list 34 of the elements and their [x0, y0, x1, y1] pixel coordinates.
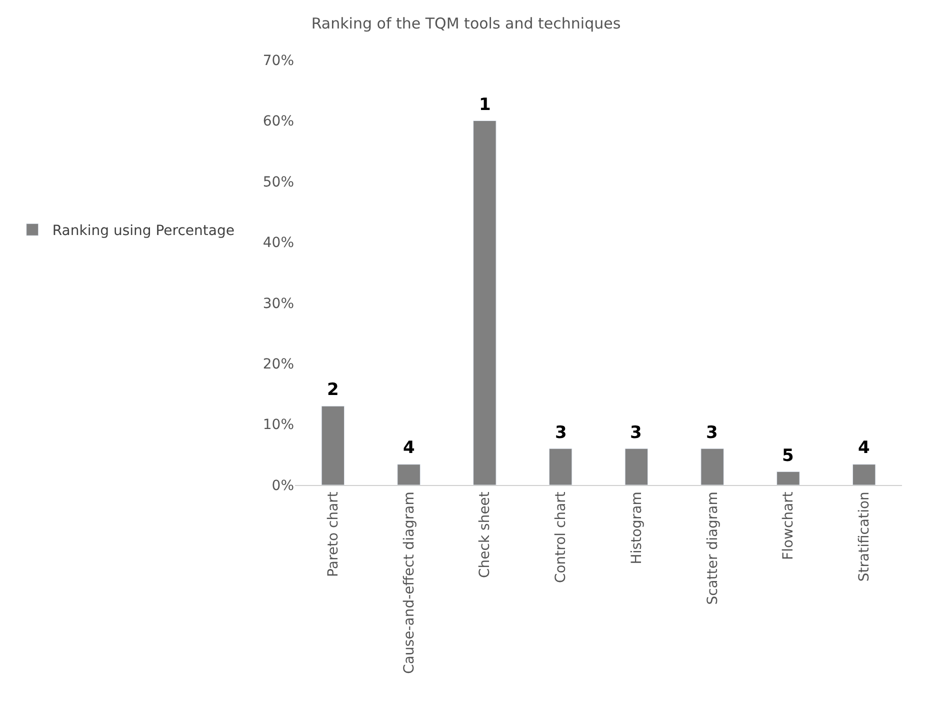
chart-title: Ranking of the TQM tools and techniques [311, 14, 621, 32]
bar [321, 406, 345, 485]
x-tick-label: Scatter diagram [704, 492, 721, 605]
legend-label: Ranking using Percentage [52, 223, 234, 240]
y-tick-label: 60% [262, 114, 294, 130]
y-tick-label: 30% [262, 296, 294, 312]
annotation: 3 [706, 423, 718, 443]
bar [548, 448, 572, 485]
bar [852, 464, 876, 485]
x-tick-label: Pareto chart [325, 491, 342, 577]
annotation: 4 [403, 438, 415, 458]
annotation: 2 [327, 380, 339, 400]
y-tick-label: 0% [272, 478, 294, 494]
annotation: 1 [479, 95, 491, 115]
annotation: 3 [630, 423, 642, 443]
x-tick-label: Stratification [856, 492, 873, 582]
annotation: 4 [858, 438, 870, 458]
bar [776, 471, 800, 485]
annotation: 3 [555, 423, 567, 443]
x-tick-label: Check sheet [477, 491, 494, 578]
y-tick-label: 40% [262, 235, 294, 252]
y-tick-label: 70% [262, 52, 294, 69]
y-tick-label: 10% [262, 417, 294, 434]
bar [397, 464, 420, 485]
bar [624, 448, 648, 485]
y-tick-label: 20% [262, 356, 294, 372]
x-tick-label: Histogram [628, 492, 645, 564]
y-tick-label: 50% [262, 174, 294, 190]
annotation: 5 [782, 446, 794, 466]
bar [473, 120, 496, 485]
x-tick-label: Flowchart [780, 491, 797, 560]
bar [700, 448, 724, 485]
x-tick-label: Cause-and-effect diagram [401, 492, 418, 674]
x-tick-label: Control chart [553, 491, 570, 584]
